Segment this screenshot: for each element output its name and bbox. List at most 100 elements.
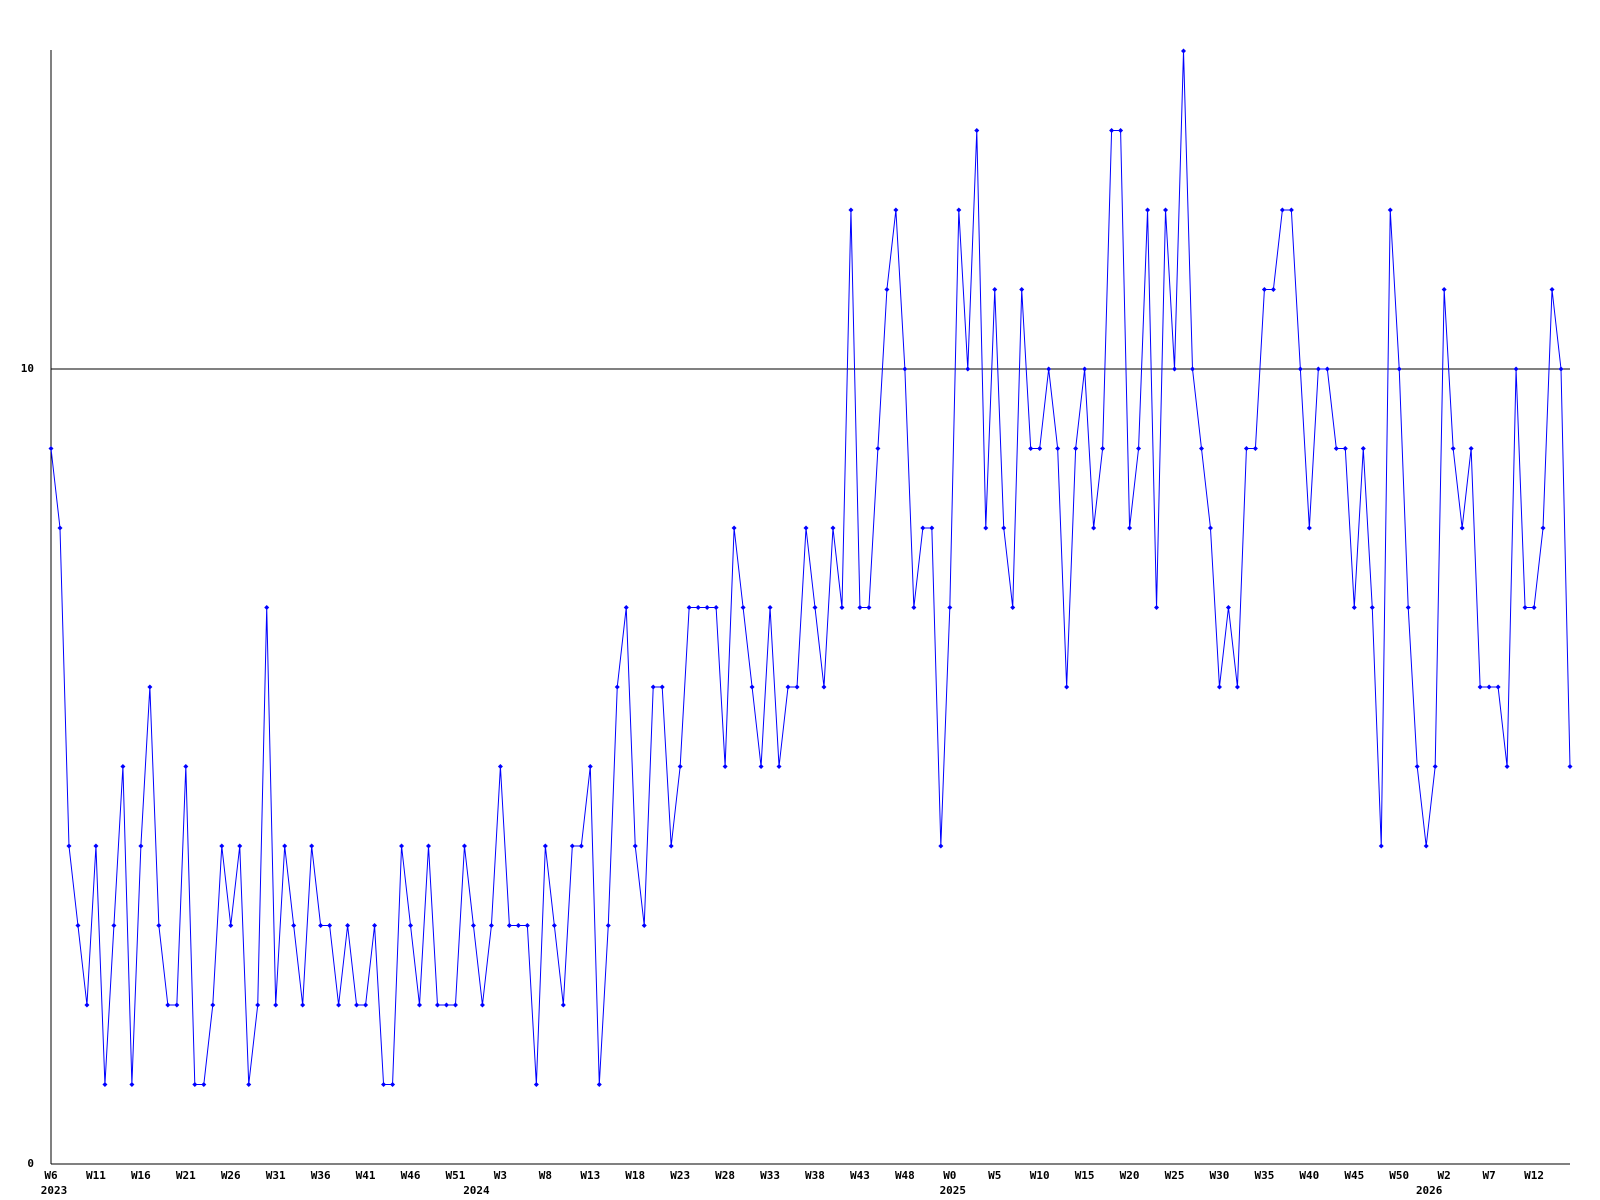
data-point	[614, 684, 620, 690]
x-tick-label: W15	[1075, 1169, 1095, 1182]
data-point	[1414, 764, 1420, 769]
data-point	[93, 843, 99, 849]
data-point	[165, 1002, 171, 1008]
x-tick-label: W35	[1254, 1169, 1274, 1182]
data-point	[1333, 446, 1339, 451]
data-point	[443, 1002, 449, 1008]
data-point	[1378, 843, 1384, 849]
data-point	[794, 684, 800, 690]
data-point	[1495, 684, 1501, 690]
data-point	[309, 843, 315, 849]
data-point	[1109, 128, 1115, 133]
x-tick-label: W2	[1438, 1169, 1451, 1182]
data-point	[1342, 446, 1348, 451]
data-point	[1360, 446, 1366, 451]
data-point	[138, 843, 144, 849]
data-point	[237, 843, 243, 849]
data-point	[722, 764, 728, 769]
x-tick-label: W36	[311, 1169, 331, 1182]
data-point	[1172, 366, 1178, 372]
data-point	[803, 525, 809, 531]
data-point	[390, 1082, 396, 1087]
data-point	[1477, 684, 1483, 690]
x-tick-label: W6	[44, 1169, 58, 1182]
data-point	[974, 128, 980, 133]
data-point	[1028, 446, 1034, 451]
data-point	[875, 446, 881, 451]
data-point	[1279, 207, 1285, 213]
data-point	[704, 605, 710, 610]
data-point	[992, 287, 998, 292]
x-tick-label: W43	[850, 1169, 870, 1182]
data-point	[542, 843, 548, 849]
x-tick-label: W13	[580, 1169, 600, 1182]
data-point	[713, 605, 719, 610]
data-point	[587, 764, 593, 769]
data-point	[506, 923, 512, 928]
x-tick-label: W18	[625, 1169, 645, 1182]
data-point	[1306, 525, 1312, 531]
data-point	[965, 366, 971, 372]
data-point	[1064, 684, 1070, 690]
data-point	[111, 923, 117, 928]
data-point	[192, 1082, 198, 1087]
data-point	[767, 605, 773, 610]
x-tick-label: W0	[943, 1169, 956, 1182]
data-point	[596, 1082, 602, 1087]
data-point	[1405, 605, 1411, 610]
data-point	[282, 843, 288, 849]
data-point	[1468, 446, 1474, 451]
data-point	[1261, 287, 1267, 292]
data-point	[318, 923, 324, 928]
x-tick-label: W33	[760, 1169, 780, 1182]
data-point	[228, 923, 234, 928]
x-tick-label: W26	[221, 1169, 241, 1182]
year-label: 2026	[1416, 1184, 1443, 1197]
x-tick-label: W20	[1120, 1169, 1140, 1182]
data-point	[1136, 446, 1142, 451]
data-point	[1486, 684, 1492, 690]
data-point	[417, 1002, 423, 1008]
x-tick-label: W11	[86, 1169, 106, 1182]
data-point	[426, 843, 432, 849]
data-point	[920, 525, 926, 531]
data-point	[1297, 366, 1303, 372]
x-tick-label: W28	[715, 1169, 735, 1182]
data-point	[515, 923, 521, 928]
x-tick-label: W48	[895, 1169, 915, 1182]
x-tick-label: W30	[1210, 1169, 1230, 1182]
data-point	[1387, 207, 1393, 213]
data-point	[1181, 48, 1187, 54]
data-point	[1540, 525, 1546, 531]
x-tick-label: W40	[1299, 1169, 1319, 1182]
data-point	[1531, 605, 1537, 610]
data-point	[938, 843, 944, 849]
data-point	[497, 764, 503, 769]
x-tick-label: W25	[1165, 1169, 1185, 1182]
data-point	[848, 207, 854, 213]
data-point	[1324, 366, 1330, 372]
data-point	[605, 923, 611, 928]
data-point	[1118, 128, 1124, 133]
data-point	[479, 1002, 485, 1008]
data-point	[1243, 446, 1249, 451]
data-point	[1046, 366, 1052, 372]
data-point	[983, 525, 989, 531]
data-point	[1073, 446, 1079, 451]
data-point	[1091, 525, 1097, 531]
data-point	[749, 684, 755, 690]
year-label: 2025	[940, 1184, 967, 1197]
data-point	[461, 843, 467, 849]
data-point	[488, 923, 494, 928]
data-point	[1504, 764, 1510, 769]
data-point	[372, 923, 378, 928]
data-point	[659, 684, 665, 690]
data-point	[1019, 287, 1025, 292]
data-point	[1441, 287, 1447, 292]
data-point	[560, 1002, 566, 1008]
data-point	[470, 923, 476, 928]
data-point	[1010, 605, 1016, 610]
data-point	[731, 525, 737, 531]
data-point	[1082, 366, 1088, 372]
